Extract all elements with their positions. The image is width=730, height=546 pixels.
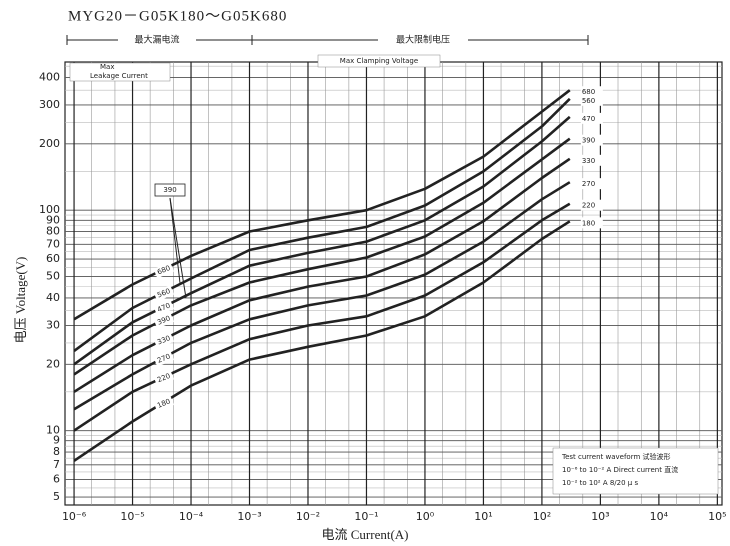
region-note: Max Clamping Voltage xyxy=(340,57,418,65)
series-label-bg xyxy=(580,199,603,211)
y-tick-label: 90 xyxy=(46,213,60,226)
y-tick-label: 40 xyxy=(46,291,60,304)
x-tick-label: 10⁻⁶ xyxy=(62,510,87,523)
y-tick-label: 7 xyxy=(53,458,60,471)
inline-label-bg xyxy=(153,312,175,329)
note-box xyxy=(69,62,171,82)
y-tick-label: 6 xyxy=(53,473,60,486)
y-tick-label: 100 xyxy=(39,203,60,216)
series-label: 180 xyxy=(582,219,595,227)
series-label-bg xyxy=(580,134,603,146)
y-tick-label: 400 xyxy=(39,70,60,83)
region-label: 最大漏电流 xyxy=(134,34,179,46)
x-axis-label: 电流 Current(A) xyxy=(321,527,408,542)
inline-label-bg xyxy=(153,332,175,349)
note: 10⁻² to 10² A 8/20 μ s xyxy=(562,479,638,487)
x-tick-label: 10⁻⁴ xyxy=(179,510,204,523)
series-label: 330 xyxy=(582,157,595,165)
inline-label-bg xyxy=(153,285,175,302)
note: Test current waveform 试验波形 xyxy=(561,452,671,461)
series-label-bg xyxy=(580,112,603,124)
x-tick-label: 10⁴ xyxy=(650,510,669,523)
inline-label-bg xyxy=(153,350,175,367)
chart-title: MYG20－G05K180～G05K680 xyxy=(68,8,287,24)
y-axis-label: 电压 Voltage(V) xyxy=(13,257,28,344)
inline-label-bg xyxy=(153,395,175,412)
inline-label: 330 xyxy=(153,332,175,349)
x-tick-label: 10⁻³ xyxy=(237,510,261,523)
inline-label-bg xyxy=(153,299,175,316)
series-label-bg xyxy=(580,154,603,166)
series-label: 680 xyxy=(582,88,595,96)
callout: 390 xyxy=(163,186,176,194)
series-label-bg xyxy=(580,178,603,190)
x-tick-label: 10¹ xyxy=(474,510,492,523)
series-label: 270 xyxy=(582,180,595,188)
y-tick-label: 70 xyxy=(46,237,60,250)
region-label: 最大限制电压 xyxy=(396,34,450,46)
plot-frame xyxy=(64,61,723,506)
y-tick-label: 8 xyxy=(53,445,60,458)
series-label-bg xyxy=(580,217,603,229)
series-label: 220 xyxy=(582,202,595,210)
y-tick-label: 20 xyxy=(46,357,60,370)
inline-label: 680 xyxy=(153,262,175,279)
callout-box xyxy=(154,183,186,197)
y-tick-label: 60 xyxy=(46,252,60,265)
inline-label: 270 xyxy=(153,350,175,367)
x-tick-label: 10⁻⁵ xyxy=(120,510,144,523)
inline-label: 220 xyxy=(153,370,175,387)
inline-label-bg xyxy=(153,262,175,279)
callout-arrow xyxy=(169,197,181,284)
series-label-bg xyxy=(580,86,603,98)
y-tick-label: 80 xyxy=(46,225,60,238)
inline-label: 560 xyxy=(153,285,175,302)
y-tick-label: 30 xyxy=(46,318,60,331)
series-label-bg xyxy=(580,94,603,106)
y-tick-label: 50 xyxy=(46,270,60,283)
x-tick-label: 10⁻² xyxy=(296,510,320,523)
region-note: Leakage Current xyxy=(90,72,148,80)
x-tick-label: 10⁵ xyxy=(708,510,726,523)
region-label-bg xyxy=(378,33,468,47)
y-tick-label: 5 xyxy=(53,490,60,503)
y-tick-label: 9 xyxy=(53,434,60,447)
series-label: 470 xyxy=(582,115,595,123)
y-tick-label: 200 xyxy=(39,137,60,150)
x-tick-label: 10³ xyxy=(591,510,609,523)
y-tick-label: 300 xyxy=(39,98,60,111)
callout-arrow xyxy=(169,197,187,299)
series-label: 390 xyxy=(582,137,595,145)
x-tick-label: 10⁰ xyxy=(416,510,435,523)
inline-label: 470 xyxy=(153,299,175,316)
region-note: Max xyxy=(100,63,114,71)
inline-label-bg xyxy=(153,370,175,387)
region-label-bg xyxy=(118,33,196,47)
notes-box xyxy=(552,447,719,495)
note: 10⁻⁶ to 10⁻² A Direct current 直流 xyxy=(562,465,678,474)
x-tick-label: 10² xyxy=(533,510,551,523)
x-tick-label: 10⁻¹ xyxy=(354,510,378,523)
series-label: 560 xyxy=(582,97,595,105)
inline-label: 180 xyxy=(153,395,175,412)
inline-label: 390 xyxy=(153,312,175,329)
y-tick-label: 10 xyxy=(46,424,60,437)
note-box xyxy=(317,54,441,68)
